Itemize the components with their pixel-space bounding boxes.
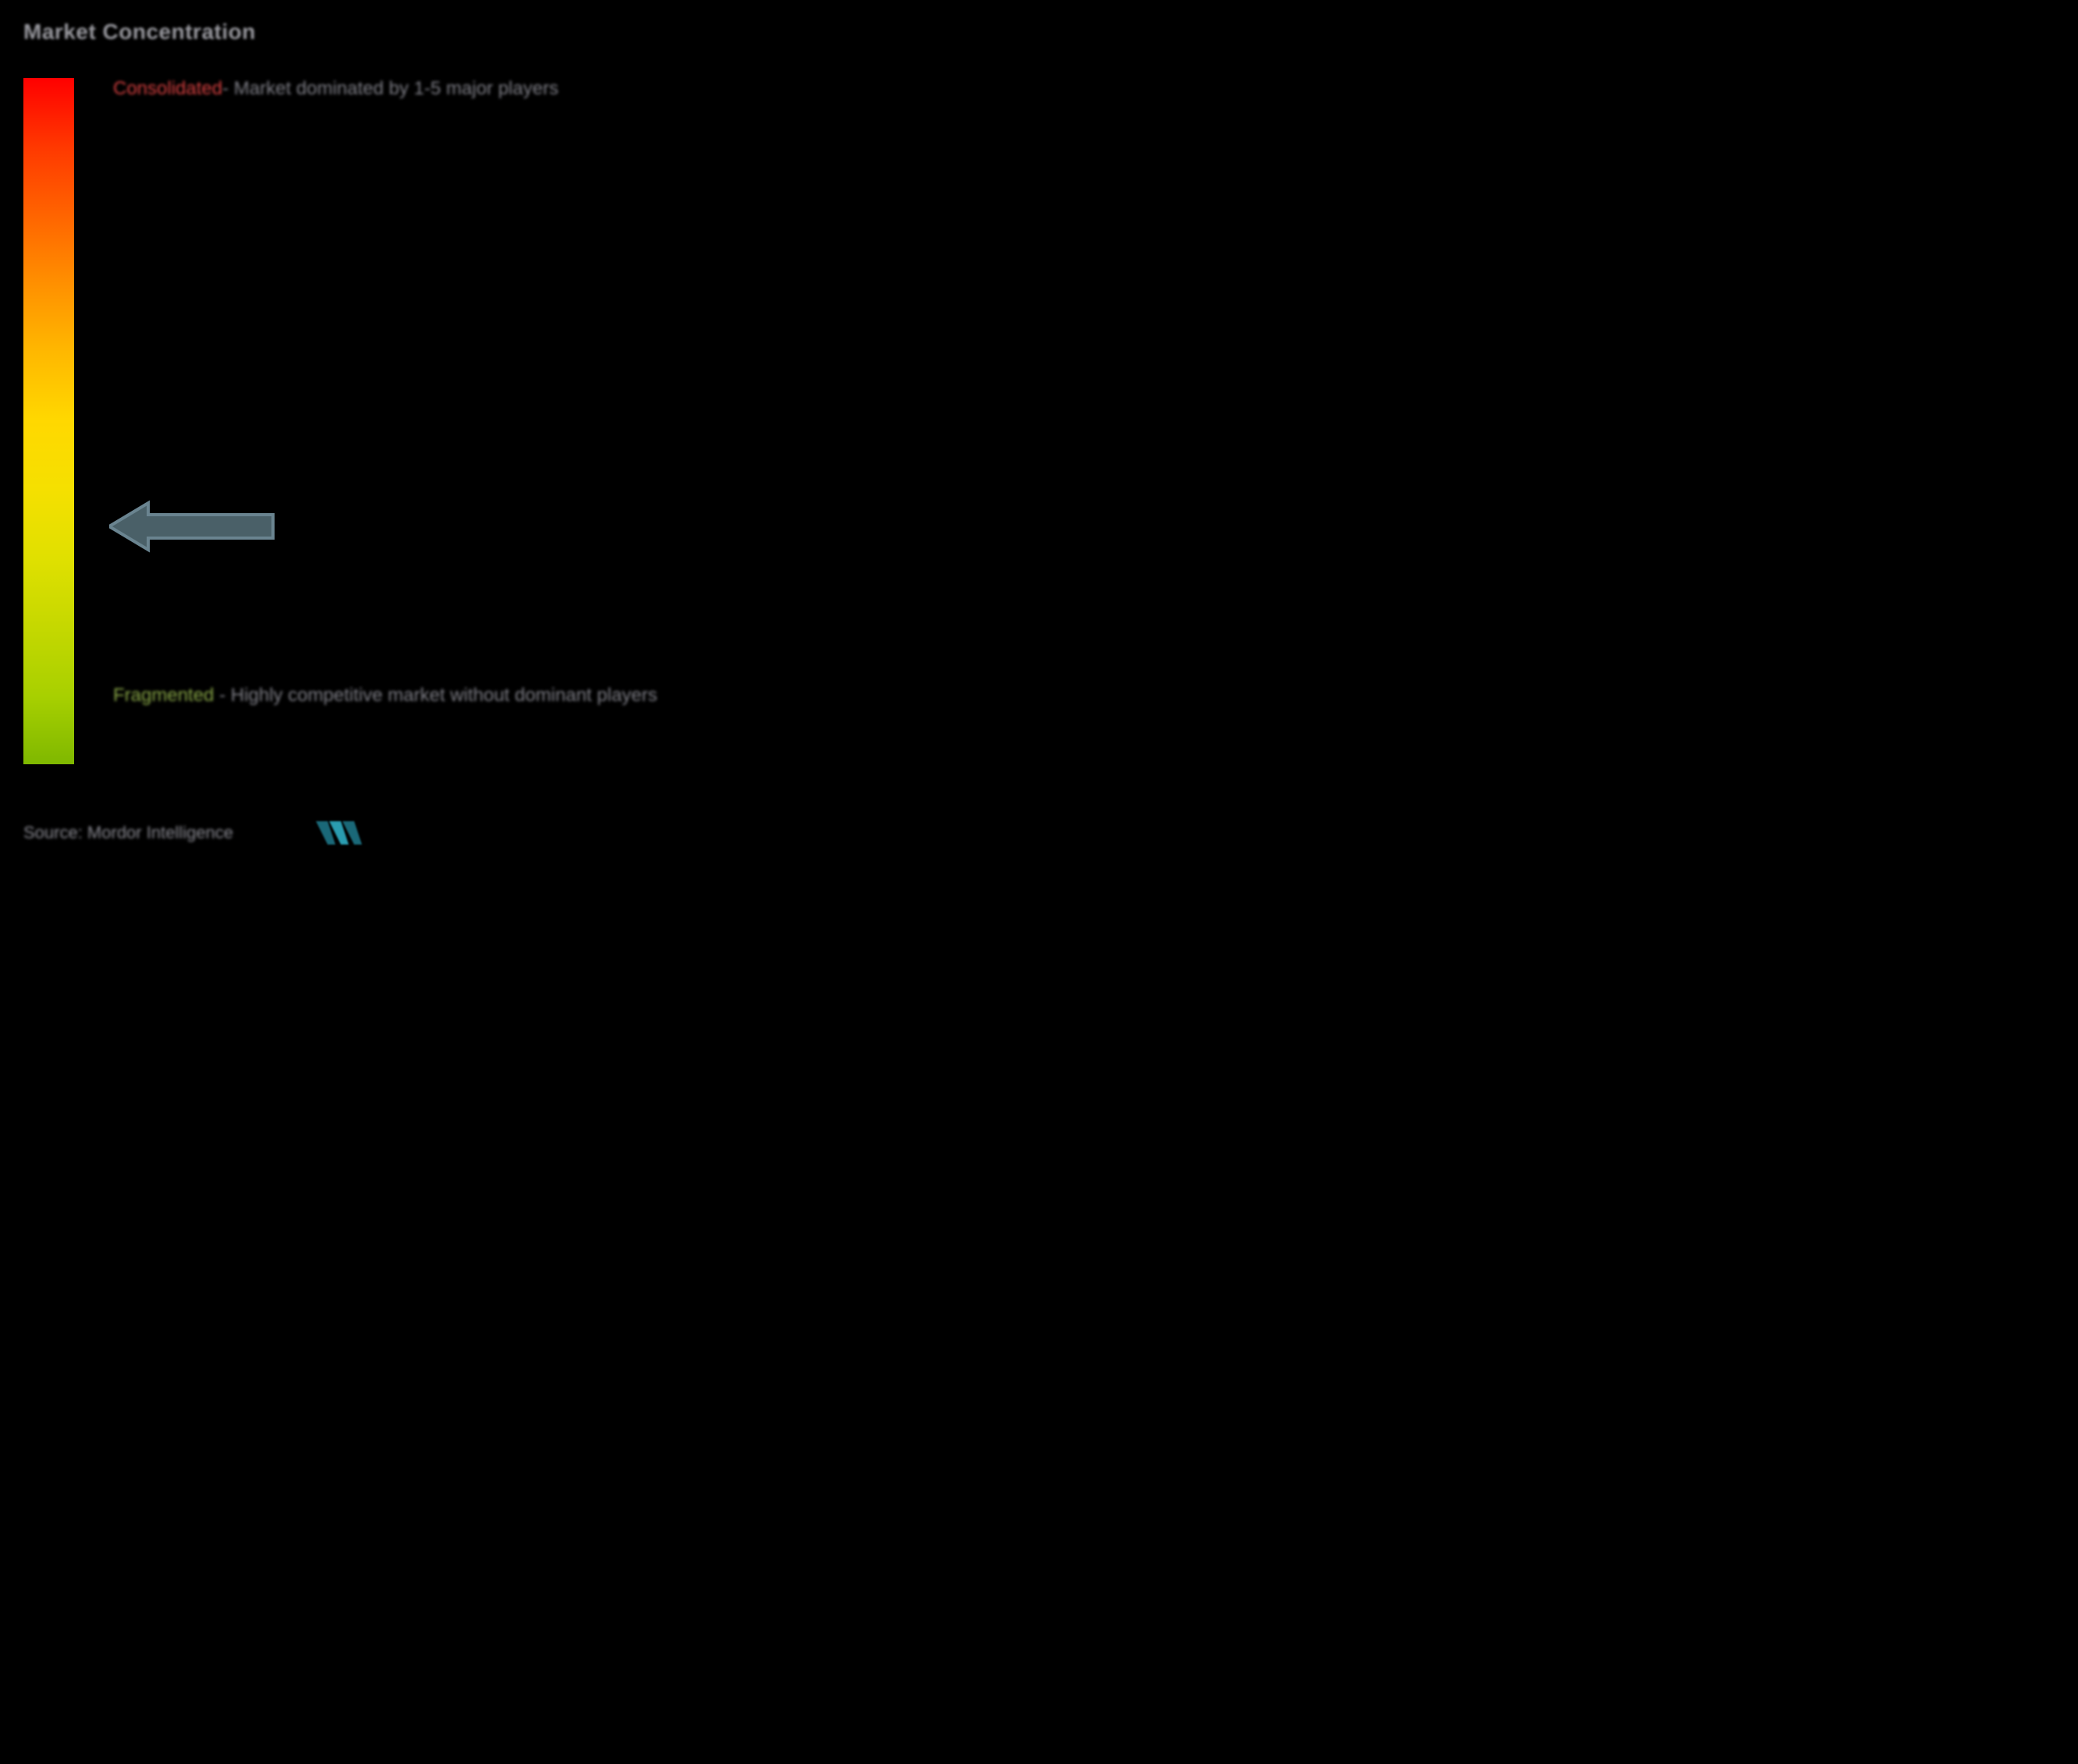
consolidated-label-description: - Market dominated by 1-5 major players — [222, 78, 559, 99]
arrow-left-icon — [109, 499, 281, 554]
consolidated-label: Consolidated- Market dominated by 1-5 ma… — [113, 78, 559, 100]
source-attribution: Source: Mordor Intelligence — [23, 823, 233, 843]
fragmented-label: Fragmented - Highly competitive market w… — [113, 678, 658, 712]
indicator-arrow — [109, 499, 281, 558]
fragmented-label-description: - Highly competitive market without domi… — [214, 685, 657, 706]
mordor-logo-icon — [312, 815, 363, 858]
concentration-gradient-scale — [23, 78, 74, 764]
consolidated-label-highlight: Consolidated — [113, 78, 222, 99]
chart-title: Market Concentration — [23, 19, 256, 44]
fragmented-label-highlight: Fragmented — [113, 685, 214, 706]
